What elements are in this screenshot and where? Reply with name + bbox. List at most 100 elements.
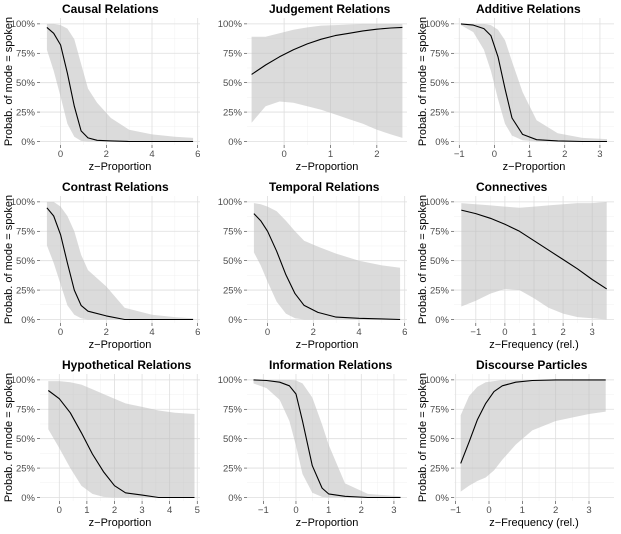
x-tick-label: −1 — [258, 505, 269, 516]
data-point — [59, 398, 60, 399]
data-point — [606, 288, 607, 289]
data-point — [293, 49, 294, 50]
y-axis: 0% 25% 50% 75% 100% — [11, 375, 40, 504]
x-tick-label: 0 — [502, 327, 507, 338]
y-tick-label: 0% — [228, 315, 242, 326]
data-point — [60, 44, 61, 45]
fit-line — [461, 209, 607, 290]
data-point — [302, 420, 303, 421]
x-tick-label: 1 — [520, 505, 525, 516]
data-point — [328, 493, 329, 494]
data-point — [483, 28, 484, 29]
data-point — [335, 35, 336, 36]
data-point — [511, 117, 512, 118]
x-axis: 0 2 4 6 — [265, 323, 407, 338]
chart-title: Discourse Particles — [476, 358, 588, 372]
y-axis-label: Probab. of mode = spoken — [3, 17, 15, 146]
y-tick-label: 100% — [11, 375, 36, 386]
chart-panel-4: 0 2 4 6 0% 25% 50% 75% 100% Contrast Relations z−P… — [3, 180, 200, 351]
fit-line — [46, 207, 194, 321]
x-tick-label: 2 — [553, 505, 558, 516]
data-point — [174, 141, 175, 142]
x-tick-label: 0 — [58, 149, 63, 160]
data-point — [124, 319, 125, 320]
x-tick-label: 0 — [265, 327, 270, 338]
data-point — [279, 382, 280, 383]
confidence-band — [48, 381, 195, 498]
data-point — [289, 385, 290, 386]
confidence-band — [253, 203, 401, 320]
x-axis-label: z−Proportion — [89, 339, 152, 351]
x-tick-label: 5 — [195, 505, 200, 516]
data-point — [493, 391, 494, 392]
x-tick-label: 2 — [311, 327, 316, 338]
x-tick-label: 2 — [112, 505, 117, 516]
x-axis: 0 1 2 3 4 5 — [57, 501, 200, 516]
data-point — [87, 137, 88, 138]
y-tick-label: 100% — [425, 197, 450, 208]
data-point — [295, 393, 296, 394]
y-tick-label: 75% — [223, 405, 243, 416]
data-point — [151, 319, 152, 320]
y-tick-label: 25% — [223, 463, 243, 474]
x-tick-label: 4 — [149, 327, 154, 338]
data-point — [321, 39, 322, 40]
y-tick-label: 50% — [430, 434, 450, 445]
data-point — [376, 29, 377, 30]
x-axis: 0 2 4 6 — [58, 323, 200, 338]
y-tick-label: 25% — [430, 463, 450, 474]
data-point — [74, 106, 75, 107]
y-axis-label: Probab. of mode = spoken — [417, 17, 429, 146]
data-point — [562, 259, 563, 260]
y-tick-label: 0% — [435, 137, 449, 148]
x-tick-label: 4 — [356, 327, 361, 338]
y-tick-label: 75% — [16, 227, 36, 238]
data-point — [390, 27, 391, 28]
data-point — [266, 380, 267, 381]
y-axis: 0% 25% 50% 75% 100% — [425, 375, 454, 504]
x-tick-label: 1 — [527, 149, 532, 160]
data-point — [485, 403, 486, 404]
data-point — [504, 224, 505, 225]
data-point — [606, 141, 607, 142]
data-point — [461, 210, 462, 211]
y-tick-label: 50% — [16, 256, 36, 267]
data-point — [193, 141, 194, 142]
data-point — [519, 231, 520, 232]
data-point — [362, 30, 363, 31]
chart-title: Contrast Relations — [62, 180, 169, 194]
data-point — [87, 311, 88, 312]
y-axis: 0% 25% 50% 75% 100% — [11, 197, 40, 326]
x-axis-label: z−Proportion — [296, 339, 359, 351]
data-point — [381, 318, 382, 319]
y-tick-label: 50% — [223, 78, 243, 89]
x-axis: 0 2 4 6 — [58, 145, 200, 160]
y-tick-label: 100% — [218, 197, 243, 208]
y-tick-label: 75% — [430, 405, 450, 416]
data-point — [174, 319, 175, 320]
y-tick-label: 25% — [430, 107, 450, 118]
x-tick-label: −1 — [470, 327, 481, 338]
y-tick-label: 25% — [16, 463, 36, 474]
fit-line — [253, 213, 401, 321]
y-tick-label: 75% — [223, 49, 243, 60]
data-point — [304, 305, 305, 306]
y-axis-label: Probab. of mode = spoken — [417, 195, 429, 324]
data-point — [460, 463, 461, 464]
x-axis: −1 0 1 2 3 — [258, 501, 397, 516]
data-point — [267, 231, 268, 232]
data-point — [490, 35, 491, 36]
data-point — [175, 497, 176, 498]
data-point — [253, 213, 254, 214]
y-tick-label: 75% — [430, 227, 450, 238]
x-tick-label: 1 — [531, 327, 536, 338]
x-axis-label: z−Frequency (rel.) — [489, 517, 579, 529]
x-tick-label: −1 — [454, 149, 465, 160]
x-tick-label: 3 — [597, 149, 602, 160]
x-axis-label: z−Proportion — [296, 161, 359, 173]
x-axis: −1 0 1 2 3 — [450, 501, 592, 516]
x-axis-label: z−Frequency (rel.) — [489, 339, 579, 351]
chart-title: Causal Relations — [62, 2, 159, 16]
data-point — [317, 312, 318, 313]
chart-panel-7: 0 1 2 3 4 50%25%50%75%100%Hypothetical Relati… — [3, 358, 200, 529]
